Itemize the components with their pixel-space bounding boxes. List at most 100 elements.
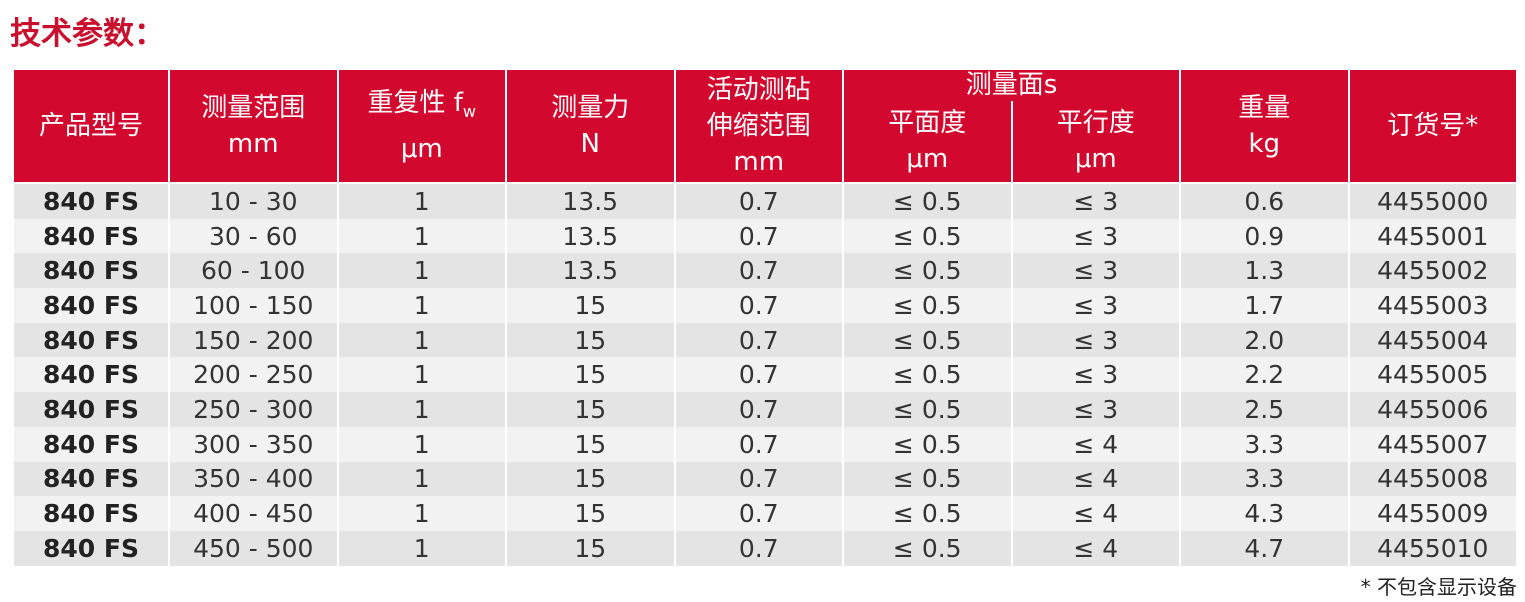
table-cell: ≤ 0.5 bbox=[842, 461, 1013, 497]
table-cell: 200 - 250 bbox=[168, 357, 339, 393]
table-cell: 1 bbox=[336, 322, 507, 358]
table-cell: 4455003 bbox=[1347, 288, 1518, 323]
header-line: kg bbox=[1248, 129, 1281, 159]
table-row: 840 FS 450 - 500 1 15 0.7 ≤ 0.5 ≤ 4 4.7 4455010 bbox=[12, 530, 1518, 566]
table-cell: 1 bbox=[336, 392, 507, 427]
table-cell: 4455009 bbox=[1347, 496, 1518, 531]
table-cell: 4455002 bbox=[1347, 253, 1518, 289]
table-cell: 3.3 bbox=[1179, 426, 1350, 462]
table-cell: 100 - 150 bbox=[168, 288, 339, 323]
table-cell: 840 FS bbox=[12, 288, 170, 323]
table-cell: 400 - 450 bbox=[168, 496, 339, 531]
header-line: μm bbox=[1074, 144, 1117, 175]
table-cell: 1 bbox=[336, 218, 507, 254]
table-row: 840 FS 200 - 250 1 15 0.7 ≤ 0.5 ≤ 3 2.2 4455005 bbox=[12, 357, 1518, 393]
table-cell: 0.9 bbox=[1179, 218, 1350, 254]
table-cell: 4.7 bbox=[1179, 530, 1350, 566]
header-cell: 测量范围 mm bbox=[168, 68, 339, 184]
table-cell: 15 bbox=[505, 496, 676, 531]
table-row: 840 FS 350 - 400 1 15 0.7 ≤ 0.5 ≤ 4 3.3 4455008 bbox=[12, 461, 1518, 497]
table-cell: 4455008 bbox=[1347, 461, 1518, 497]
table-cell: 1 bbox=[336, 530, 507, 566]
header-row: 平面度 μm 平行度 μm bbox=[13, 100, 1517, 185]
table-cell: 840 FS bbox=[12, 218, 170, 254]
header-line: 平面度 bbox=[888, 108, 967, 139]
table-row: 840 FS 250 - 300 1 15 0.7 ≤ 0.5 ≤ 3 2.5 4455006 bbox=[12, 392, 1518, 427]
header-line: 产品型号 bbox=[38, 111, 143, 141]
table-cell: 15 bbox=[505, 357, 676, 393]
table-cell: ≤ 0.5 bbox=[842, 218, 1013, 254]
table-cell: 0.7 bbox=[673, 183, 844, 219]
header-line: 订货号* bbox=[1387, 111, 1479, 141]
table-cell: 13.5 bbox=[505, 218, 676, 254]
table-cell: 840 FS bbox=[12, 496, 170, 531]
table-cell: ≤ 4 bbox=[1010, 496, 1181, 531]
table-cell: 1.7 bbox=[1179, 288, 1350, 323]
table-cell: 15 bbox=[505, 322, 676, 358]
table-cell: ≤ 0.5 bbox=[842, 357, 1013, 393]
table-cell: 2.2 bbox=[1179, 357, 1350, 393]
table-cell: ≤ 0.5 bbox=[842, 322, 1013, 358]
header-subscript: w bbox=[462, 102, 476, 122]
table-cell: 0.7 bbox=[673, 322, 844, 358]
table-cell: 840 FS bbox=[12, 530, 170, 566]
table-cell: 0.7 bbox=[673, 288, 844, 323]
table-row: 840 FS 150 - 200 1 15 0.7 ≤ 0.5 ≤ 3 2.0 4455004 bbox=[12, 322, 1518, 358]
table-cell: 1 bbox=[336, 426, 507, 462]
table-cell: 1 bbox=[336, 461, 507, 497]
table-cell: 60 - 100 bbox=[168, 253, 339, 289]
table-cell: 4455007 bbox=[1347, 426, 1518, 462]
table-cell: ≤ 4 bbox=[1010, 530, 1181, 566]
table-cell: 15 bbox=[505, 288, 676, 323]
header-line: 平行度 bbox=[1056, 108, 1135, 139]
table-cell: 840 FS bbox=[12, 357, 170, 393]
header-line: N bbox=[580, 129, 600, 159]
header-line: μm bbox=[400, 133, 443, 164]
table-cell: 4455000 bbox=[1347, 183, 1518, 219]
header-row: 产品型号 测量范围 mm 重复性 fw μm 测量力 N 活动测砧 伸缩范围 mm 测量面s 重量 kg… bbox=[12, 68, 1518, 184]
table-cell: 840 FS bbox=[12, 322, 170, 358]
header-cell: 订货号* bbox=[1347, 68, 1518, 184]
table-cell: 4.3 bbox=[1179, 496, 1350, 531]
header-line: mm bbox=[733, 147, 785, 177]
table-cell: 0.7 bbox=[673, 392, 844, 427]
table-cell: 15 bbox=[505, 530, 676, 566]
table-cell: 0.7 bbox=[673, 357, 844, 393]
table-cell: ≤ 0.5 bbox=[842, 392, 1013, 427]
header-cell: 平面度 μm bbox=[842, 100, 1013, 185]
header-line: 活动测砧 bbox=[706, 75, 811, 105]
table-row: 840 FS 10 - 30 1 13.5 0.7 ≤ 0.5 ≤ 3 0.6 4455000 bbox=[12, 183, 1518, 219]
table-cell: 15 bbox=[505, 426, 676, 462]
footnote: * 不包含显示设备 bbox=[1360, 575, 1517, 599]
table-cell: 13.5 bbox=[505, 253, 676, 289]
table-cell: 4455006 bbox=[1347, 392, 1518, 427]
table-cell: ≤ 3 bbox=[1010, 288, 1181, 323]
table-cell: 250 - 300 bbox=[168, 392, 339, 427]
header-cell: 重量 kg bbox=[1179, 68, 1350, 184]
table-cell: 840 FS bbox=[12, 426, 170, 462]
table-cell: 4455010 bbox=[1347, 530, 1518, 566]
table-cell: ≤ 3 bbox=[1010, 322, 1181, 358]
header-line: 重量 bbox=[1238, 93, 1291, 123]
header-cell: 产品型号 bbox=[12, 68, 170, 184]
table-cell: 1 bbox=[336, 288, 507, 323]
table-cell: ≤ 0.5 bbox=[842, 288, 1013, 323]
header-cell: 平行度 μm bbox=[1010, 100, 1181, 185]
table-cell: 4455004 bbox=[1347, 322, 1518, 358]
table-row: 840 FS 100 - 150 1 15 0.7 ≤ 0.5 ≤ 3 1.7 4455003 bbox=[12, 288, 1518, 323]
table-cell: 15 bbox=[505, 392, 676, 427]
header-cell: 活动测砧 伸缩范围 mm bbox=[673, 68, 844, 184]
table-cell: 4455001 bbox=[1347, 218, 1518, 254]
table-cell: ≤ 3 bbox=[1010, 392, 1181, 427]
header-line: 重复性 fw bbox=[367, 88, 476, 122]
table-cell: ≤ 3 bbox=[1010, 357, 1181, 393]
spec-table: 产品型号 测量范围 mm 重复性 fw μm 测量力 N 活动测砧 伸缩范围 mm 测量面s 重量 kg… bbox=[12, 68, 1518, 566]
table-cell: 10 - 30 bbox=[168, 183, 339, 219]
header-group: 测量面s bbox=[842, 68, 1181, 101]
table-cell: ≤ 0.5 bbox=[842, 183, 1013, 219]
table-cell: 300 - 350 bbox=[168, 426, 339, 462]
title: 技术参数： bbox=[10, 16, 165, 52]
table-cell: 840 FS bbox=[12, 392, 170, 427]
table-cell: ≤ 0.5 bbox=[842, 496, 1013, 531]
